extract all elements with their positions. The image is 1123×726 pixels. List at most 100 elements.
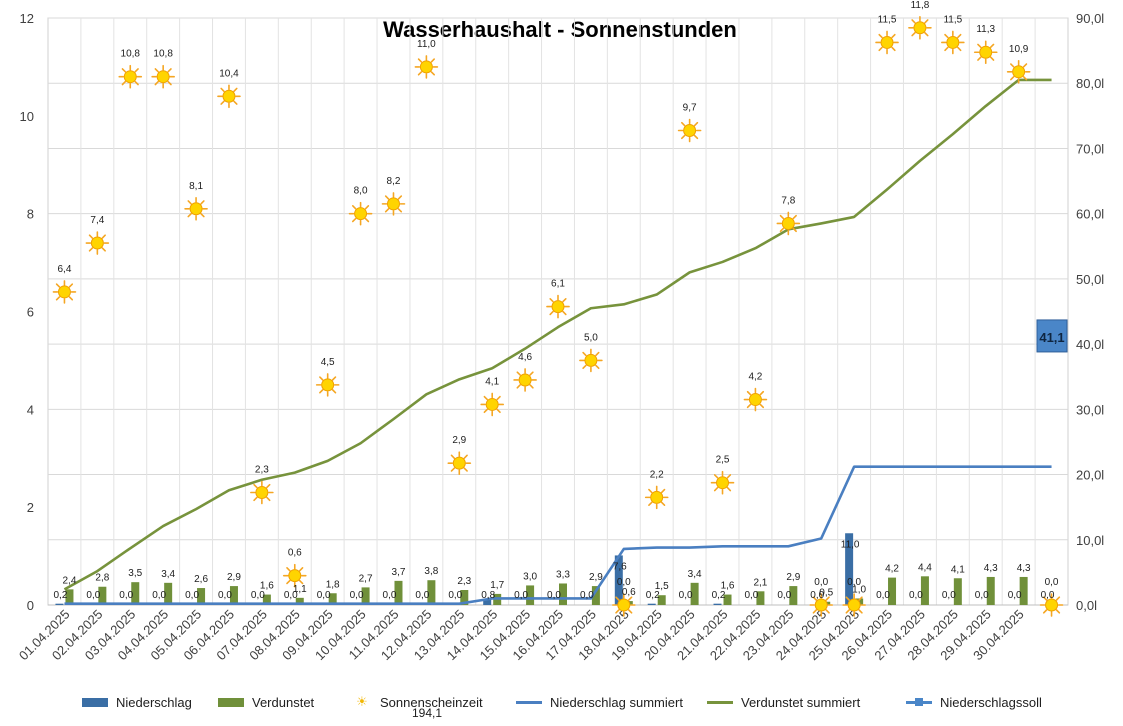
niederschlag-label: 0,0 bbox=[152, 590, 166, 601]
verdunstet-label: 1,1 bbox=[293, 584, 307, 595]
sunshine-label: 11,8 bbox=[911, 0, 930, 11]
right-tick-label: 60,0l bbox=[1076, 207, 1104, 222]
right-tick-label: 0,0l bbox=[1076, 598, 1097, 613]
sunshine-point bbox=[250, 480, 274, 505]
sunshine-label: 2,5 bbox=[716, 455, 730, 466]
verdunstet-label: 4,3 bbox=[1017, 563, 1031, 574]
sunshine-point bbox=[414, 55, 439, 79]
sunshine-label: 4,1 bbox=[485, 376, 499, 387]
sunshine-label: 2,9 bbox=[452, 435, 466, 446]
verdunstet-bar bbox=[295, 597, 304, 605]
verdunstet-label: 2,8 bbox=[95, 573, 109, 584]
sunshine-label: 11,0 bbox=[417, 39, 436, 50]
verdunstet-label: 2,1 bbox=[753, 577, 767, 588]
niederschlag-label: 0,0 bbox=[448, 590, 462, 601]
verdunstet-label: 2,3 bbox=[457, 576, 471, 587]
sun-icon: ☀ bbox=[356, 694, 368, 709]
verdunstet-bar bbox=[164, 582, 173, 605]
niederschlag-label: 0,0 bbox=[383, 590, 397, 601]
sunshine-total: 194,1 bbox=[412, 706, 443, 720]
legend: Niederschlag Verdunstet ☀ Sonnenscheinze… bbox=[0, 692, 1123, 716]
sunshine-point bbox=[217, 84, 241, 109]
legend-item-niederschlag: Niederschlag bbox=[82, 692, 192, 712]
niederschlag-label: 0,0 bbox=[317, 590, 331, 601]
sunshine-label: 7,8 bbox=[781, 195, 795, 206]
sunshine-point bbox=[776, 211, 801, 236]
niederschlag-label: 0,0 bbox=[86, 590, 100, 601]
sunshine-label: 2,2 bbox=[650, 469, 664, 480]
niederschlag-label: 0,2 bbox=[712, 590, 726, 601]
right-tick-label: 90,0l bbox=[1076, 11, 1104, 26]
verdunstet-label: 2,6 bbox=[194, 574, 208, 585]
bars bbox=[55, 533, 1028, 605]
niederschlag-label: 0,0 bbox=[909, 590, 923, 601]
right-tick-label: 30,0l bbox=[1076, 402, 1104, 417]
legend-swatch-niederschlag bbox=[82, 697, 108, 707]
sunshine-label: 2,3 bbox=[255, 464, 269, 475]
sunshine-point bbox=[118, 64, 143, 89]
sunshine-point bbox=[1006, 60, 1031, 84]
verdunstet-bar bbox=[559, 583, 567, 605]
niederschlag-label: 0,0 bbox=[975, 590, 989, 601]
verdunstet-bar bbox=[690, 582, 699, 605]
legend-label-sonnenscheinzeit: Sonnenscheinzeit bbox=[380, 694, 483, 710]
sunshine-point bbox=[842, 593, 866, 617]
sunshine-label: 11,3 bbox=[976, 24, 995, 35]
sunshine-label: 10,8 bbox=[121, 49, 141, 60]
sunshine-label: 0,0 bbox=[1045, 577, 1059, 588]
verdunstet-label: 3,4 bbox=[688, 569, 702, 580]
verdunstet-label: 0,5 bbox=[819, 588, 833, 599]
niederschlag-label: 0,0 bbox=[777, 590, 791, 601]
legend-swatch-niederschlag-summiert bbox=[516, 700, 542, 704]
verdunstet-bar bbox=[657, 595, 666, 605]
sunshine-point bbox=[710, 470, 735, 495]
niederschlag-summiert-line bbox=[64, 465, 1052, 605]
verdunstet-label: 1,5 bbox=[655, 581, 669, 592]
sunshine-label: 0,0 bbox=[847, 577, 861, 588]
niederschlag-label: 0,0 bbox=[415, 590, 429, 601]
sunshine-point bbox=[447, 451, 472, 475]
verdunstet-label: 2,7 bbox=[359, 573, 373, 584]
verdunstet-label: 2,9 bbox=[589, 572, 603, 583]
sunshine-label: 5,0 bbox=[584, 332, 598, 343]
sunshine-point bbox=[546, 294, 570, 319]
suns bbox=[52, 15, 1064, 617]
sunshine-point bbox=[348, 201, 373, 226]
sunshine-label: 0,6 bbox=[288, 548, 302, 559]
sunshine-label: 6,4 bbox=[57, 264, 71, 275]
niederschlag-label: 11,0 bbox=[841, 539, 860, 550]
verdunstet-bar bbox=[888, 577, 897, 605]
verdunstet-label: 2,9 bbox=[227, 572, 241, 583]
verdunstet-label: 1,0 bbox=[852, 584, 866, 595]
verdunstet-bar bbox=[262, 594, 271, 605]
legend-swatch-verdunstet bbox=[218, 697, 244, 707]
verdunstet-label: 3,3 bbox=[556, 569, 570, 580]
sunshine-point bbox=[381, 192, 406, 216]
niederschlag-label: 0,8 bbox=[481, 590, 495, 601]
verdunstet-bar bbox=[920, 576, 929, 605]
legend-label-niederschlag: Niederschlag bbox=[116, 694, 192, 710]
niederschlag-label: 0,0 bbox=[185, 590, 199, 601]
verdunstet-label: 1,7 bbox=[490, 580, 504, 591]
legend-swatch-niederschlagssoll bbox=[906, 697, 932, 706]
verdunstet-bar bbox=[591, 586, 600, 605]
legend-item-verdunstet: Verdunstet bbox=[218, 692, 314, 712]
right-tick-label: 40,0l bbox=[1076, 337, 1104, 352]
legend-item-sonnenscheinzeit: ☀ Sonnenscheinzeit bbox=[352, 692, 483, 712]
verdunstet-bar bbox=[526, 585, 535, 605]
left-tick-label: 8 bbox=[27, 207, 34, 222]
right-tick-label: 50,0l bbox=[1076, 272, 1104, 287]
verdunstet-bar bbox=[131, 582, 140, 605]
niederschlag-label: 0,0 bbox=[514, 590, 528, 601]
chart-title: Wasserhaushalt - Sonnenstunden bbox=[383, 17, 737, 42]
legend-label-niederschlagssoll: Niederschlagssoll bbox=[940, 694, 1042, 710]
verdunstet-label: 3,5 bbox=[128, 568, 142, 579]
legend-item-niederschlagssoll: Niederschlagssoll bbox=[906, 692, 1042, 712]
niederschlag-label: 0,0 bbox=[810, 590, 824, 601]
verdunstet-bar bbox=[427, 580, 436, 605]
sunshine-point bbox=[644, 485, 669, 510]
sunshine-point bbox=[513, 368, 537, 392]
left-tick-label: 2 bbox=[27, 500, 34, 515]
right-tick-label: 80,0l bbox=[1076, 76, 1104, 91]
